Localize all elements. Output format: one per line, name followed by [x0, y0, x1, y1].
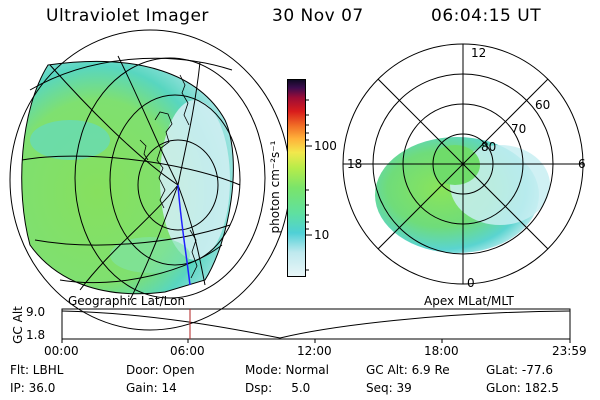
- status-glon: GLon: 182.5: [486, 381, 559, 395]
- timeline-axis-label: GC Alt: [11, 306, 25, 344]
- status-gc-alt: GC Alt: 6.9 Re: [366, 363, 450, 377]
- intensity-colorbar: [287, 79, 306, 277]
- timeline-xtick-2359: 23:59: [552, 344, 587, 358]
- status-gain: Gain: 14: [126, 381, 177, 395]
- timeline-ytick-1-8: 1.8: [26, 328, 46, 342]
- altitude-timeline: [61, 308, 571, 343]
- colorbar-tick-10: 10: [314, 228, 330, 242]
- polar-label-70: 70: [511, 122, 527, 136]
- timeline-ytick-9: 9.0: [26, 305, 46, 319]
- timeline-xtick-0600: 06:00: [170, 344, 205, 358]
- polar-label-80: 80: [481, 140, 497, 154]
- polar-plot: [342, 43, 584, 285]
- timeline-xtick-0000: 00:00: [44, 344, 79, 358]
- terminator-line: [177, 184, 191, 286]
- polar-label-6: 6: [578, 157, 586, 171]
- status-mode: Mode: Normal: [245, 363, 329, 377]
- status-glat: GLat: -77.6: [486, 363, 553, 377]
- status-filter: Flt: LBHL: [10, 363, 64, 377]
- date-label: 30 Nov 07: [272, 6, 364, 26]
- polar-label-18: 18: [347, 157, 363, 171]
- status-ip: IP: 36.0: [10, 381, 56, 395]
- polar-label-0: 0: [467, 276, 475, 290]
- time-label: 06:04:15 UT: [431, 6, 542, 26]
- colorbar-tick-100: 100: [314, 139, 337, 153]
- status-dsp: Dsp: 5.0: [245, 381, 311, 395]
- colorbar-unit-label: photon cm⁻²s⁻¹: [268, 140, 282, 234]
- status-door: Door: Open: [126, 363, 195, 377]
- timeline-xtick-1200: 12:00: [297, 344, 332, 358]
- geographic-image: [9, 29, 291, 331]
- status-seq: Seq: 39: [366, 381, 412, 395]
- polar-label-60: 60: [535, 98, 551, 112]
- timeline-left-title: Geographic Lat/Lon: [68, 294, 186, 308]
- timeline-right-title: Apex MLat/MLT: [424, 294, 514, 308]
- polar-label-12: 12: [471, 46, 487, 60]
- instrument-title: Ultraviolet Imager: [46, 6, 209, 26]
- timeline-xtick-1800: 18:00: [424, 344, 459, 358]
